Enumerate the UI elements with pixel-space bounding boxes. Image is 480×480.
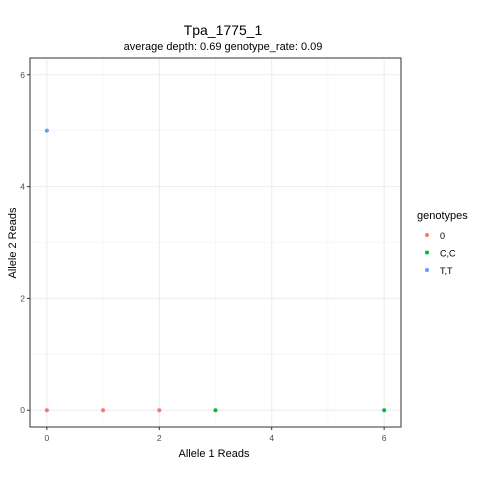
- chart-subtitle: average depth: 0.69 genotype_rate: 0.09: [124, 41, 323, 53]
- data-point: [157, 408, 162, 413]
- y-tick-label: 2: [20, 293, 25, 303]
- x-tick-label: 0: [44, 433, 49, 443]
- chart-title: Tpa_1775_1: [184, 22, 263, 38]
- x-tick-label: 2: [157, 433, 162, 443]
- data-point: [101, 408, 106, 413]
- y-tick-label: 0: [20, 405, 25, 415]
- data-point: [44, 408, 49, 413]
- x-tick-label: 6: [382, 433, 387, 443]
- data-point: [382, 408, 387, 413]
- data-points: [44, 128, 387, 413]
- legend: genotypes 0 C,C T,T: [417, 210, 468, 276]
- legend-key: [425, 268, 429, 272]
- grid-lines: [30, 58, 401, 427]
- y-tick-label: 4: [20, 182, 25, 192]
- x-tick-label: 4: [269, 433, 274, 443]
- data-point: [213, 408, 218, 413]
- legend-label: C,C: [440, 249, 456, 259]
- data-point: [44, 128, 49, 133]
- legend-label: T,T: [440, 266, 453, 276]
- legend-label: 0: [440, 231, 445, 241]
- legend-items: 0 C,C T,T: [425, 231, 456, 276]
- x-axis-title: Allele 1 Reads: [179, 448, 250, 460]
- plot-panel-border: [29, 57, 402, 428]
- y-tick-label: 6: [20, 70, 25, 80]
- axes: 0 2 4 6 0 2 4 6: [20, 70, 387, 443]
- y-axis-title: Allele 2 Reads: [7, 207, 19, 278]
- legend-key: [425, 233, 429, 237]
- legend-key: [425, 250, 429, 255]
- legend-title: genotypes: [417, 210, 468, 222]
